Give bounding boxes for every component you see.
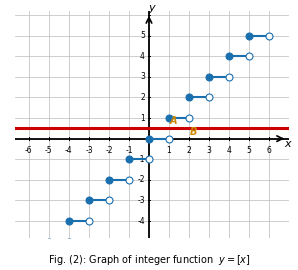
Text: -3: -3 xyxy=(85,146,93,155)
Text: 1: 1 xyxy=(167,146,171,155)
Text: $x$: $x$ xyxy=(284,139,293,149)
Text: $y$: $y$ xyxy=(148,3,157,15)
Text: 5: 5 xyxy=(247,146,252,155)
Text: 4: 4 xyxy=(140,52,145,61)
Text: 2: 2 xyxy=(140,93,145,102)
Text: Fig. (2): Graph of integer function  $y = [x]$: Fig. (2): Graph of integer function $y =… xyxy=(48,253,250,267)
Text: 1: 1 xyxy=(140,113,145,123)
Text: 3: 3 xyxy=(140,72,145,81)
Text: 2: 2 xyxy=(187,146,191,155)
Text: -6: -6 xyxy=(25,146,33,155)
Text: -2: -2 xyxy=(137,176,145,184)
Text: -2: -2 xyxy=(105,146,113,155)
Text: -5: -5 xyxy=(45,146,53,155)
Text: B: B xyxy=(190,127,197,137)
Text: -4: -4 xyxy=(65,146,73,155)
Text: -4: -4 xyxy=(137,217,145,226)
Text: A: A xyxy=(170,116,178,126)
Text: 3: 3 xyxy=(207,146,212,155)
Text: 5: 5 xyxy=(140,31,145,40)
Text: -1: -1 xyxy=(137,155,145,164)
Text: 4: 4 xyxy=(226,146,232,155)
Text: -1: -1 xyxy=(125,146,133,155)
Text: 6: 6 xyxy=(267,146,271,155)
Text: -3: -3 xyxy=(137,196,145,205)
